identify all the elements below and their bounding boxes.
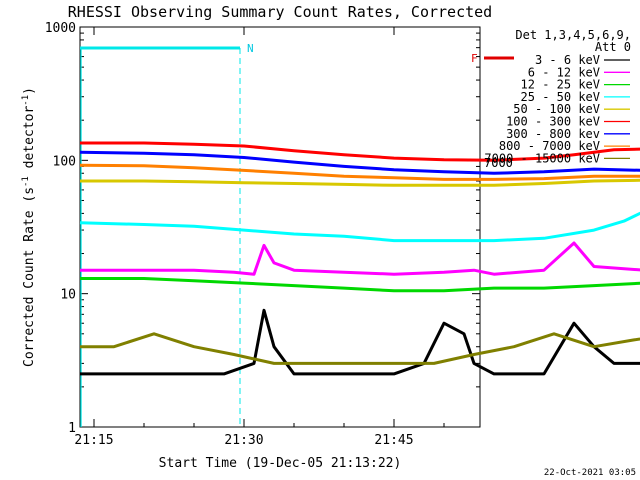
y-tick-label: 1 [68,421,76,436]
legend-label: 100 - 300 keV [506,115,600,129]
x-tick-label: 21:30 [224,433,263,448]
series-line-2 [80,277,640,293]
y-axis-label-main: Corrected Count Rate (s [22,187,37,367]
legend-header-attenuator: Att 0 [595,40,631,54]
y-axis-label-end: ) [22,87,37,95]
series-line-4 [80,178,640,187]
legend-label: 6 - 12 keV [528,65,600,79]
series-line-8 [80,332,640,365]
legend-label: 300 - 800 kev [506,127,600,141]
x-tick-label: 21:15 [74,433,113,448]
series-line-1 [80,241,640,276]
series-line-5 [80,141,640,162]
x-axis-label: Start Time (19-Dec-05 21:13:22) [159,456,402,471]
y-tick-label: 10 [60,288,76,303]
legend-label: 12 - 25 keV [521,78,600,92]
series-line-3 [79,211,640,243]
series-layer [79,141,640,376]
legend-header-detectors: Det 1,3,4,5,6,9, [515,28,631,42]
x-tick-label: 21:45 [374,433,413,448]
y-tick-label: 1000 [45,21,76,36]
legend-label: 7000 - 15000 keV [484,151,600,165]
series-line-0 [80,308,640,376]
legend-label: 3 - 6 keV [535,53,600,67]
chart-title: RHESSI Observing Summary Count Rates, Co… [68,3,492,21]
y-axis-label-sup2: -1 [21,95,31,106]
right-axis-label: 7000 [484,156,513,170]
legend-label: 50 - 100 keV [513,102,600,116]
night-label: N [247,42,254,55]
series-line-6 [79,150,640,175]
footer-timestamp: 22-Oct-2021 03:05 [544,468,636,478]
tick-layer: 21:15 21:30 21:45 1 10 100 1000 [45,21,480,448]
flare-label: F [471,52,478,65]
legend-label: 800 - 7000 keV [499,139,600,153]
y-axis-label: Corrected Count Rate (s-1 detector-1) [21,87,37,367]
series-line-7 [79,163,640,181]
plot-frame [79,26,481,428]
y-axis-label-mid: detector [22,106,37,177]
y-axis-label-sup1: -1 [21,176,31,187]
legend-label: 25 - 50 keV [521,90,600,104]
marker-layer: NSF [80,42,514,427]
y-tick-label: 100 [53,154,76,169]
